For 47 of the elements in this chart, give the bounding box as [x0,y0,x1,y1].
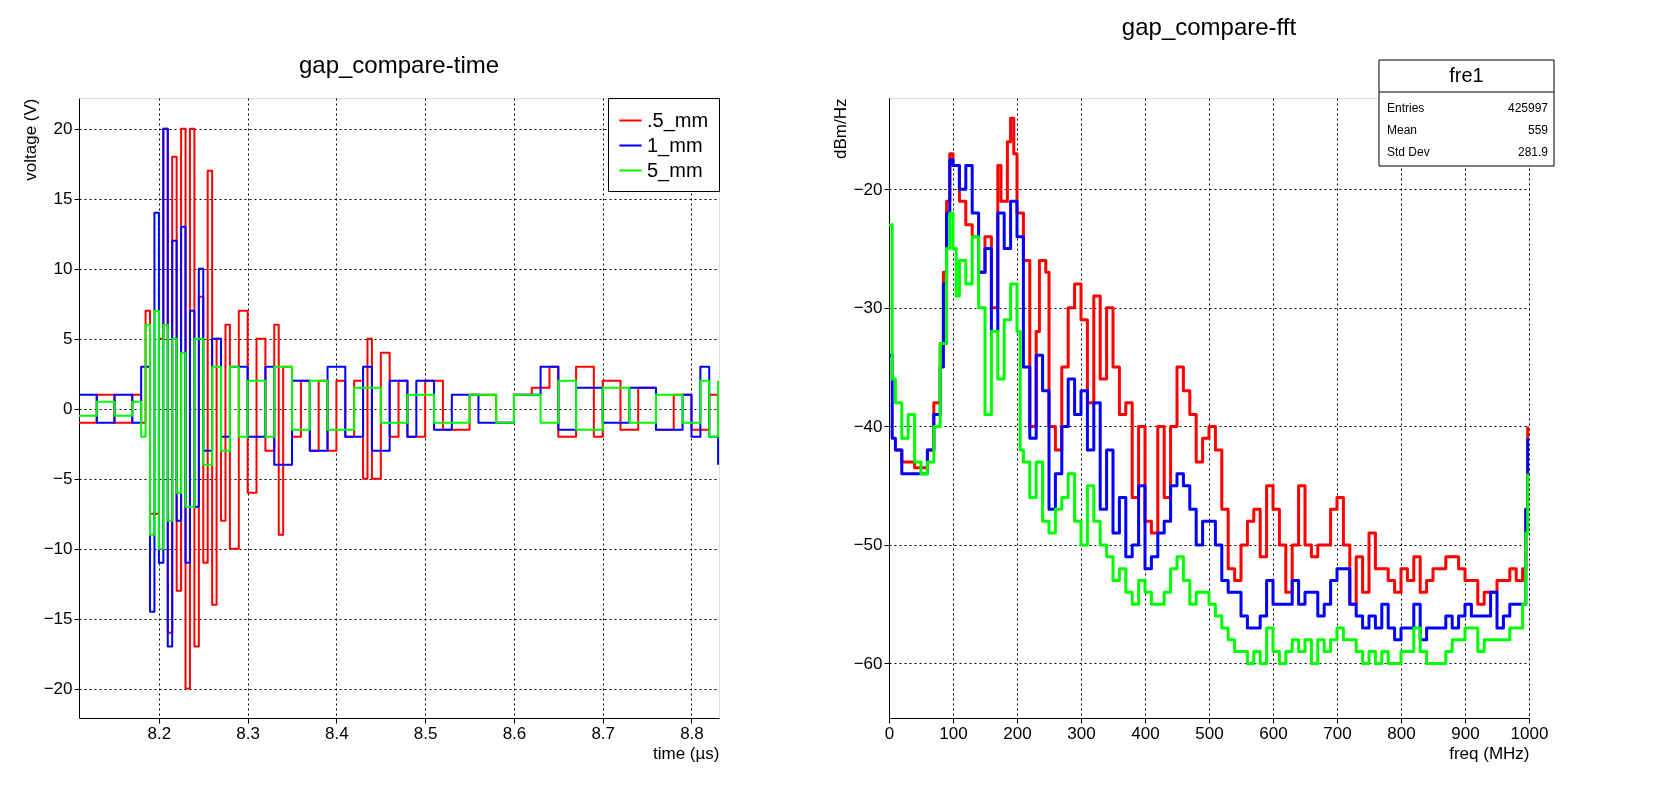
x-axis-title: time (µs) [653,743,720,763]
y-tick-label: −5 [53,469,73,489]
x-tick-label: 8.2 [147,723,172,743]
y-tick-label: −20 [43,679,73,699]
y-tick-label: 20 [53,119,73,139]
x-tick-label: 8.4 [325,723,349,743]
y-tick-label: −30 [853,298,883,318]
x-tick-label: 500 [1195,723,1224,743]
legend-label: 5_mm [647,158,703,182]
y-tick-label: 10 [53,259,73,279]
y-tick-label: −10 [43,539,73,559]
x-tick-label: 8.8 [680,723,704,743]
legend-label: .5_mm [647,108,709,132]
annotation: 425997 [1507,101,1549,115]
chart-title: gap_compare-time [298,50,500,78]
x-tick-label: 600 [1259,723,1288,743]
x-tick-label: 8.3 [236,723,260,743]
x-tick-label: 800 [1387,723,1416,743]
y-tick-label: 0 [63,399,73,419]
legend-label: 1_mm [647,133,703,157]
annotation: Mean [1387,123,1418,137]
x-tick-label: 8.6 [502,723,527,743]
chart-title: gap_compare-fft [1121,12,1297,40]
y-tick-label: −60 [853,653,883,673]
y-tick-label: −50 [853,535,883,555]
y-tick-label: 15 [53,189,73,209]
annotation: 281.9 [1517,145,1549,159]
annotation: Entries [1387,101,1425,115]
text: fre1 [1449,64,1484,86]
x-tick-label: 200 [1003,723,1032,743]
y-axis-title: voltage (V) [20,98,40,181]
annotation: 559 [1527,123,1549,137]
x-tick-label: 100 [939,723,968,743]
x-tick-label: 1000 [1510,723,1549,743]
x-tick-label: 8.7 [591,723,616,743]
y-axis-title: dBm/Hz [830,98,850,159]
x-tick-label: 8.5 [413,723,438,743]
y-tick-label: −20 [853,179,883,199]
x-axis-title: freq (MHz) [1449,743,1530,763]
annotation: Std Dev [1387,145,1430,159]
y-tick-label: −15 [43,609,73,629]
x-tick-label: 900 [1451,723,1480,743]
x-tick-label: 400 [1131,723,1160,743]
y-tick-label: −40 [853,416,883,436]
y-tick-label: 5 [63,329,73,349]
x-tick-label: 300 [1067,723,1096,743]
x-tick-label: 700 [1323,723,1352,743]
